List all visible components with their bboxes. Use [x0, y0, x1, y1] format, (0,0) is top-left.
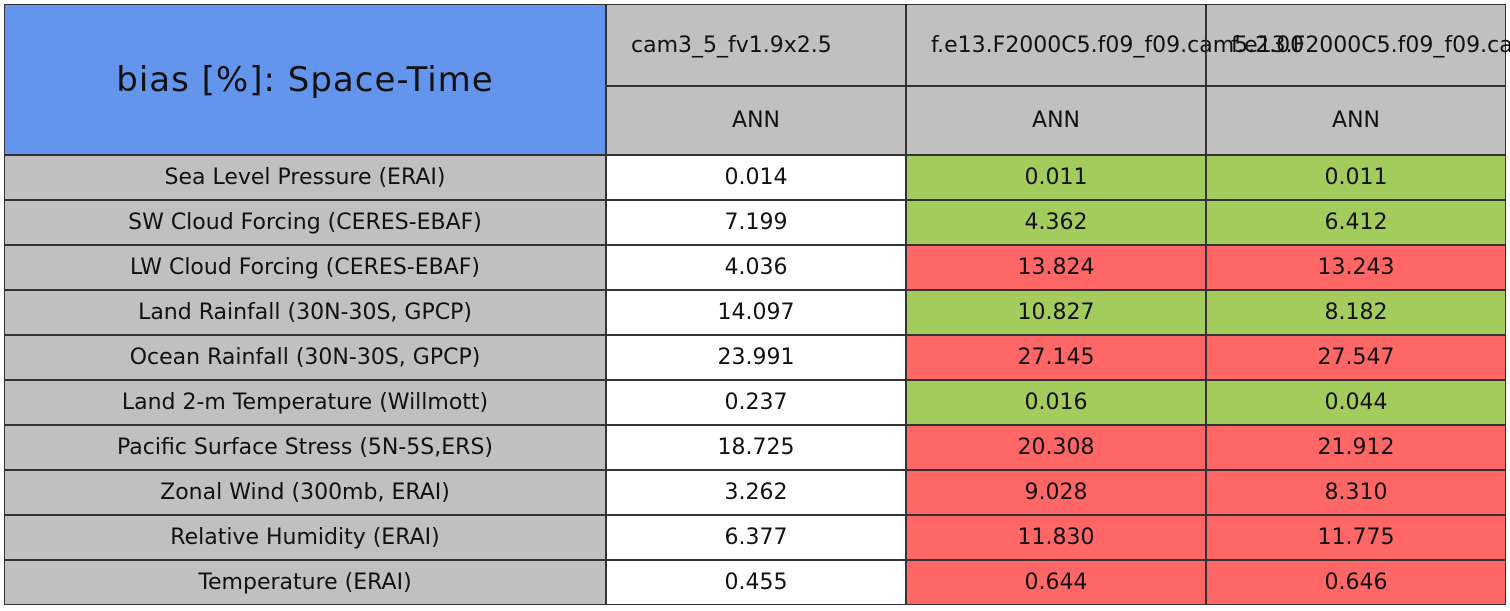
value-cell: 0.644: [906, 560, 1206, 605]
value-cell: 20.308: [906, 425, 1206, 470]
value-cell: 23.991: [606, 335, 906, 380]
row-label: Relative Humidity (ERAI): [4, 515, 606, 560]
value-cell: 8.182: [1206, 290, 1506, 335]
value-cell: 0.014: [606, 155, 906, 200]
row-label: Zonal Wind (300mb, ERAI): [4, 470, 606, 515]
value-cell: 4.036: [606, 245, 906, 290]
value-cell: 0.646: [1206, 560, 1506, 605]
season-header: ANN: [906, 86, 1206, 155]
column-header: cam3_5_fv1.9x2.5: [606, 4, 906, 86]
column-header-bg: [906, 4, 1206, 86]
row-label: Land 2-m Temperature (Willmott): [4, 380, 606, 425]
season-header: ANN: [1206, 86, 1506, 155]
value-cell: 0.011: [1206, 155, 1506, 200]
row-label: SW Cloud Forcing (CERES-EBAF): [4, 200, 606, 245]
value-cell: 13.824: [906, 245, 1206, 290]
value-cell: 0.016: [906, 380, 1206, 425]
value-cell: 0.455: [606, 560, 906, 605]
value-cell: 10.827: [906, 290, 1206, 335]
value-cell: 13.243: [1206, 245, 1506, 290]
value-cell: 9.028: [906, 470, 1206, 515]
title-cell: bias [%]: Space-Time: [4, 4, 606, 155]
value-cell: 8.310: [1206, 470, 1506, 515]
value-cell: 0.011: [906, 155, 1206, 200]
value-cell: 27.145: [906, 335, 1206, 380]
row-label: Sea Level Pressure (ERAI): [4, 155, 606, 200]
value-cell: 3.262: [606, 470, 906, 515]
value-cell: 11.830: [906, 515, 1206, 560]
value-cell: 7.199: [606, 200, 906, 245]
row-label: Pacific Surface Stress (5N-5S,ERS): [4, 425, 606, 470]
value-cell: 4.362: [906, 200, 1206, 245]
row-label: LW Cloud Forcing (CERES-EBAF): [4, 245, 606, 290]
value-cell: 27.547: [1206, 335, 1506, 380]
value-cell: 11.775: [1206, 515, 1506, 560]
column-header: f.e13.F2000C5.f09_f09.cam5.2.00: [906, 4, 1304, 86]
value-cell: 21.912: [1206, 425, 1506, 470]
value-cell: 14.097: [606, 290, 906, 335]
column-header: f.e13.F2000C5.f09_f09.cam5.3.50: [1206, 4, 1510, 86]
row-label: Temperature (ERAI): [4, 560, 606, 605]
value-cell: 6.377: [606, 515, 906, 560]
row-label: Land Rainfall (30N-30S, GPCP): [4, 290, 606, 335]
season-header: ANN: [606, 86, 906, 155]
value-cell: 18.725: [606, 425, 906, 470]
value-cell: 0.044: [1206, 380, 1506, 425]
value-cell: 6.412: [1206, 200, 1506, 245]
value-cell: 0.237: [606, 380, 906, 425]
row-label: Ocean Rainfall (30N-30S, GPCP): [4, 335, 606, 380]
